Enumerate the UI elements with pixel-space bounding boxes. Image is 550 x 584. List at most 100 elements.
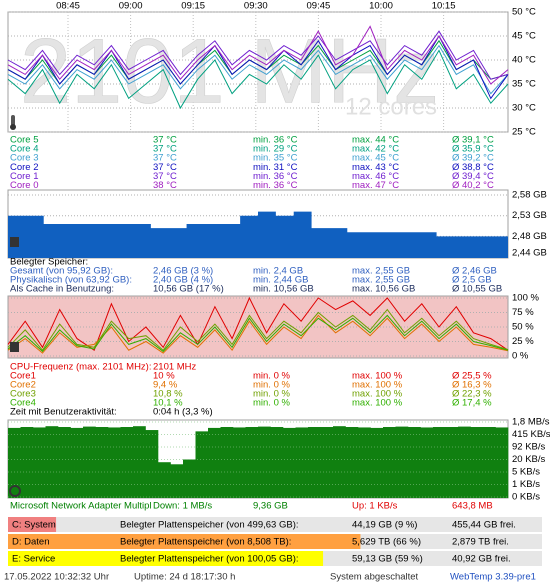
label: min. 10,56 GB (253, 284, 314, 295)
label: 10:15 (432, 1, 456, 12)
label: 10,1 % (153, 398, 183, 409)
series-line (7, 25, 509, 85)
label: Ø 40,2 °C (452, 180, 494, 191)
label: Belegter Plattenspeicher (von 8,508 TB): (120, 537, 291, 548)
label: 10 % (153, 371, 175, 382)
traffic-bar (8, 427, 21, 498)
label: max. 2,55 GB (352, 275, 410, 286)
traffic-bar (333, 426, 346, 498)
traffic-bar (458, 426, 471, 498)
chip-icon (10, 342, 19, 352)
label: max. 45 °C (352, 153, 399, 164)
traffic-bar (433, 427, 446, 498)
label: min. 2,44 GB (253, 275, 308, 286)
label: 59,13 GB (59 %) (352, 554, 423, 565)
traffic-bar (33, 427, 46, 498)
traffic-bar (345, 427, 359, 498)
traffic-bar (420, 427, 434, 498)
y-tick-label: 20 KB/s (512, 454, 546, 465)
y-tick-label: 2,48 GB (512, 231, 547, 242)
label: min. 0 % (253, 371, 291, 382)
disk-usage-bar (8, 534, 361, 549)
y-tick-label: 2,58 GB (512, 190, 547, 201)
label: Uptime: 24 d 18:17:30 h (134, 572, 235, 583)
label: Core 3 (10, 153, 39, 164)
label: 2,40 GB (4 %) (153, 275, 213, 286)
thermometer-icon (11, 115, 15, 126)
y-tick-label: 50 °C (512, 7, 536, 18)
label: Belegter Plattenspeicher (von 100,05 GB)… (120, 554, 299, 565)
label: Core1 (10, 371, 36, 382)
y-tick-label: 45 °C (512, 31, 536, 42)
traffic-bar (83, 426, 96, 498)
label: Ø 22,3 % (452, 389, 492, 400)
label: min. 0 % (253, 380, 291, 391)
label: Up: 1 KB/s (352, 501, 398, 512)
label: Zeit mit Benutzeraktivität: (10, 407, 117, 418)
label: 17.05.2022 10:32:32 Uhr (4, 572, 109, 583)
label: 37 °C (153, 171, 177, 182)
label: 12 cores (345, 93, 437, 120)
y-tick-label: 100 % (512, 293, 539, 304)
label: max. 47 °C (352, 180, 399, 191)
series-line (7, 30, 509, 80)
series-line (7, 308, 509, 352)
label: WebTemp 3.39-pre1 (450, 572, 536, 583)
label: 09:15 (181, 1, 205, 12)
label: Ø 25,5 % (452, 371, 492, 382)
label: max. 44 °C (352, 135, 399, 146)
label: Microsoft Network Adapter Multipl (10, 501, 152, 512)
label: Ø 39,2 °C (452, 153, 494, 164)
label: Belegter Speicher: (10, 257, 88, 268)
label: 643,8 MB (452, 501, 493, 512)
label: max. 100 % (352, 389, 403, 400)
series-line (7, 34, 509, 100)
traffic-bar (395, 426, 409, 498)
y-tick-label: 0 KB/s (512, 492, 540, 503)
traffic-bar (358, 427, 371, 498)
traffic-bar (270, 427, 284, 498)
y-tick-label: 1,8 MB/s (512, 417, 550, 428)
label: Core 1 (10, 171, 39, 182)
y-tick-label: 75 % (512, 307, 534, 318)
y-tick-label: 2,53 GB (512, 210, 547, 221)
y-tick-label: 50 % (512, 322, 534, 333)
label: Ø 10,55 GB (452, 284, 502, 295)
label: 37 °C (153, 135, 177, 146)
label: max. 46 °C (352, 171, 399, 182)
label: 08:45 (56, 1, 80, 12)
disk-usage-bar (8, 551, 324, 566)
label: 44,19 GB (9 %) (352, 520, 417, 531)
label: min. 36 °C (253, 171, 298, 182)
series-line (7, 44, 509, 95)
label: 10:00 (369, 1, 393, 12)
y-tick-label: 1 KB/s (512, 479, 540, 490)
traffic-bar (158, 462, 171, 498)
label: max. 43 °C (352, 162, 399, 173)
y-tick-label: 2,44 GB (512, 248, 547, 259)
label: Ø 2,46 GB (452, 266, 497, 277)
label: min. 31 °C (253, 162, 298, 173)
label: C: System (12, 520, 56, 531)
label: Ø 2,5 GB (452, 275, 492, 286)
chip-icon (10, 237, 19, 247)
label: 2101 MHz (153, 362, 197, 373)
y-tick-label: 25 % (512, 336, 534, 347)
label: Physikalisch (von 63,92 GB): (10, 275, 132, 286)
label: Ø 16,3 % (452, 380, 492, 391)
label: Core2 (10, 380, 36, 391)
label: 2,879 TB frei. (452, 537, 509, 548)
label: 5,629 TB (66 %) (352, 537, 421, 548)
label: min. 0 % (253, 398, 291, 409)
y-tick-label: 25 °C (512, 127, 536, 138)
traffic-bar (483, 427, 496, 498)
label: 10,56 GB (17 %) (153, 284, 224, 295)
y-tick-label: 0 % (512, 351, 529, 362)
traffic-bar (120, 427, 134, 498)
traffic-bar (370, 427, 384, 498)
traffic-bar (383, 427, 396, 498)
traffic-bar (145, 430, 159, 498)
label: max. 100 % (352, 371, 403, 382)
label: Ø 38,8 °C (452, 162, 494, 173)
